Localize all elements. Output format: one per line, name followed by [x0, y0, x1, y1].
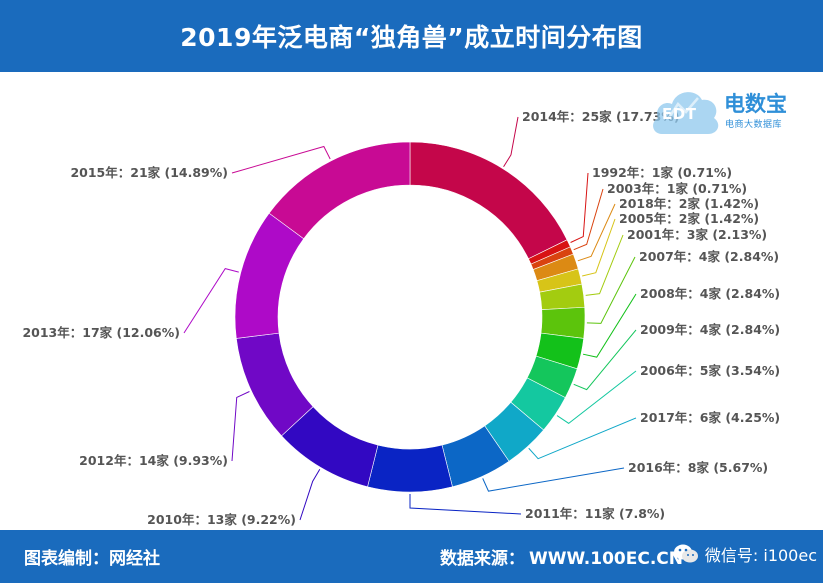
leader-line-2001: [585, 234, 624, 296]
slice-label-2005: 2005年：2家 (1.42%): [619, 211, 759, 226]
slice-label-2007: 2007年：4家 (2.84%): [639, 249, 779, 264]
slice-2011: [367, 444, 453, 493]
leader-line-2007: [586, 256, 636, 324]
slice-2014: [409, 141, 568, 260]
leader-line-2011: [409, 494, 522, 515]
logo-subtitle: 电商大数据库: [725, 120, 783, 130]
footer-source: 数据来源： WWW.100EC.CN: [440, 544, 683, 569]
leader-line-2009: [573, 329, 637, 391]
logo-cloud-text: EDT: [662, 105, 697, 123]
leader-line-2003: [573, 188, 604, 251]
slice-label-2012: 2012年：14家 (9.93%): [79, 453, 228, 468]
brand-logo: EDT 电数宝 电商大数据库: [648, 82, 798, 140]
slice-2013: [234, 212, 305, 339]
slice-label-2010: 2010年：13家 (9.22%): [147, 512, 296, 527]
leader-line-2010: [299, 469, 321, 521]
slice-label-2017: 2017年：6家 (4.25%): [640, 410, 780, 425]
slice-label-1992: 1992年：1家 (0.71%): [592, 165, 732, 180]
leader-line-2016: [482, 467, 625, 492]
leader-line-2017: [528, 417, 637, 460]
donut-chart: 2014年：25家 (17.73%) 1992年：1家 (0.71%)2003年：…: [22, 109, 780, 527]
wechat-id: 微信号: i100ec: [704, 546, 817, 565]
leader-line-2012: [231, 391, 250, 462]
footer-credit: 图表编制：网经社: [24, 549, 160, 569]
cloud-icon: [653, 92, 719, 134]
slice-label-2006: 2006年：5家 (3.54%): [640, 363, 780, 378]
chart-title: 2019年泛电商“独角兽”成立时间分布图: [180, 23, 643, 52]
leader-line-2005: [582, 218, 616, 277]
slice-label-2014: 2014年：25家 (17.73%): [522, 109, 680, 124]
slice-2015: [268, 141, 411, 240]
wechat-badge: 微信号: i100ec: [673, 539, 817, 569]
leader-line-2006: [556, 370, 637, 424]
chart-area: 2014年：25家 (17.73%) 1992年：1家 (0.71%) 2003年：…: [0, 72, 823, 530]
leader-line-2013: [183, 268, 239, 334]
footer-source-label: 数据来源：: [439, 549, 525, 569]
logo-brand: 电数宝: [724, 92, 787, 116]
slice-label-2018: 2018年：2家 (1.42%): [619, 196, 759, 211]
slice-label-2008: 2008年：4家 (2.84%): [640, 286, 780, 301]
leader-line-2018: [577, 203, 616, 262]
leader-line-2015: [231, 145, 331, 174]
footer-bar: 图表编制：网经社 数据来源： WWW.100EC.CN 微信号: i100ec: [0, 530, 823, 583]
slice-label-2015: 2015年：21家 (14.89%): [70, 165, 228, 180]
wechat-icon: [673, 544, 698, 563]
leader-line-2008: [582, 293, 637, 358]
slice-label-2016: 2016年：8家 (5.67%): [628, 460, 768, 475]
header-bar: 2019年泛电商“独角兽”成立时间分布图: [0, 0, 823, 72]
footer-source-value: WWW.100EC.CN: [528, 549, 683, 569]
slice-label-2011: 2011年：11家 (7.8%): [525, 506, 665, 521]
leader-line-2014: [503, 116, 519, 168]
slice-label-2001: 2001年：3家 (2.13%): [627, 227, 767, 242]
slice-label-2003: 2003年：1家 (0.71%): [607, 181, 747, 196]
slice-label-2009: 2009年：4家 (2.84%): [640, 322, 780, 337]
leader-line-1992: [570, 172, 589, 243]
slice-label-2013: 2013年：17家 (12.06%): [22, 325, 180, 340]
